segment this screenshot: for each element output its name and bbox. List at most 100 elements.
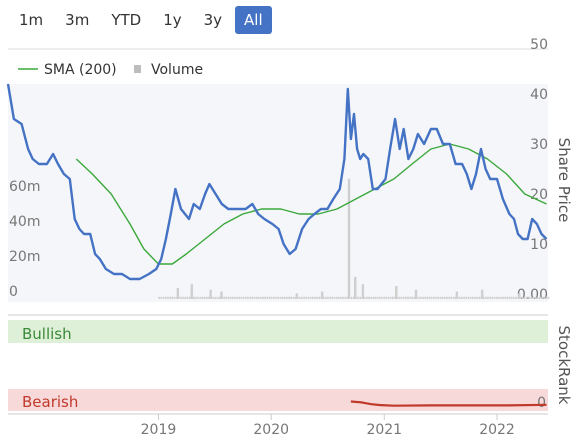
volume-bar	[340, 296, 342, 299]
volume-bar	[433, 296, 435, 299]
volume-bar	[195, 296, 197, 299]
volume-bar	[484, 296, 487, 299]
volume-bar	[518, 293, 521, 299]
volume-bar	[212, 296, 215, 299]
volume-bar	[286, 296, 288, 299]
volume-bar	[314, 296, 316, 299]
volume-bar	[448, 296, 450, 299]
volume-bar	[478, 296, 481, 299]
volume-bar	[203, 296, 206, 299]
volume-bar	[303, 296, 305, 299]
volume-bar	[454, 296, 457, 299]
volume-bar	[318, 296, 321, 299]
volume-bar	[452, 296, 455, 299]
volume-bar	[292, 296, 295, 299]
volume-bar	[536, 296, 539, 299]
volume-bar	[391, 296, 394, 299]
volume-bar	[545, 296, 548, 299]
volume-bar	[270, 296, 273, 299]
volume-bar	[500, 296, 502, 299]
volume-bar	[469, 296, 472, 299]
volume-bar	[288, 296, 290, 299]
volume-bar	[409, 296, 411, 299]
volume-bar	[430, 296, 433, 299]
volume-bar	[299, 296, 301, 299]
volume-bar	[268, 296, 271, 299]
range-1y-button[interactable]: 1y	[154, 6, 190, 34]
volume-bar	[480, 289, 484, 299]
sma-series	[75, 143, 547, 265]
x-tick-label: 2020	[253, 422, 289, 438]
volume-bar	[253, 296, 256, 299]
volume-bar	[316, 296, 318, 299]
volume-bar	[374, 296, 377, 299]
volume-bar	[357, 296, 359, 299]
volume-bar	[389, 296, 392, 299]
volume-bar	[184, 296, 186, 299]
volume-bar	[387, 296, 390, 299]
range-ytd-button[interactable]: YTD	[102, 6, 150, 34]
volume-bar	[450, 296, 452, 299]
volume-bar	[279, 296, 282, 299]
volume-bar	[489, 296, 491, 299]
volume-bar	[322, 296, 325, 299]
volume-bar	[435, 296, 437, 299]
volume-bar	[218, 296, 221, 299]
volume-bar	[379, 296, 381, 299]
volume-bar	[324, 296, 327, 299]
volume-bar	[508, 296, 511, 299]
volume-bar	[474, 296, 476, 299]
volume-bar	[543, 296, 545, 299]
volume-bar	[281, 296, 284, 299]
volume-bar	[309, 296, 312, 299]
volume-bar	[459, 296, 461, 299]
volume-bar	[335, 296, 338, 299]
volume-bar	[188, 296, 191, 299]
volume-tick-label: 0	[9, 284, 18, 300]
volume-bar	[347, 178, 351, 299]
range-all-button[interactable]: All	[235, 6, 272, 34]
volume-bar	[164, 296, 167, 299]
volume-bar	[311, 296, 314, 299]
range-1m-button[interactable]: 1m	[10, 6, 52, 34]
volume-bar	[350, 296, 353, 299]
volume-bar	[305, 296, 308, 299]
volume-bar	[193, 296, 195, 299]
volume-bar	[182, 296, 184, 299]
volume-bar	[275, 296, 277, 299]
volume-bar	[225, 296, 228, 299]
x-tick-label: 2019	[141, 422, 177, 438]
volume-bar	[420, 296, 422, 299]
volume-bar	[400, 296, 403, 299]
price-tick-label: 10	[530, 237, 548, 253]
volume-bar	[504, 296, 507, 299]
price-tick-label: 30	[530, 137, 548, 153]
x-tick-label: 2022	[479, 422, 515, 438]
range-3m-button[interactable]: 3m	[56, 6, 98, 34]
volume-bar	[186, 296, 189, 299]
volume-bar	[240, 296, 243, 299]
volume-bar	[437, 296, 440, 299]
volume-bar	[363, 296, 366, 299]
volume-bar	[295, 293, 299, 299]
price-tick-label: 40	[530, 87, 548, 103]
volume-bar	[176, 287, 180, 299]
stockrank-tick-label: 0	[537, 395, 546, 411]
bullish-band	[8, 320, 548, 343]
price-tick-label: 50	[530, 37, 548, 53]
volume-bar	[262, 296, 264, 299]
volume-legend-swatch	[134, 65, 141, 73]
volume-bar	[273, 296, 275, 299]
volume-tick-label: 20m	[9, 249, 40, 265]
volume-bar	[394, 296, 396, 299]
range-3y-button[interactable]: 3y	[195, 6, 231, 34]
volume-bars	[158, 178, 550, 299]
volume-bar	[539, 296, 541, 299]
volume-bar	[162, 296, 165, 299]
volume-bar	[247, 296, 249, 299]
volume-bar	[197, 296, 199, 299]
volume-bar	[255, 296, 258, 299]
volume-bar	[277, 296, 279, 299]
volume-bar	[476, 296, 478, 299]
volume-bar	[372, 296, 375, 299]
